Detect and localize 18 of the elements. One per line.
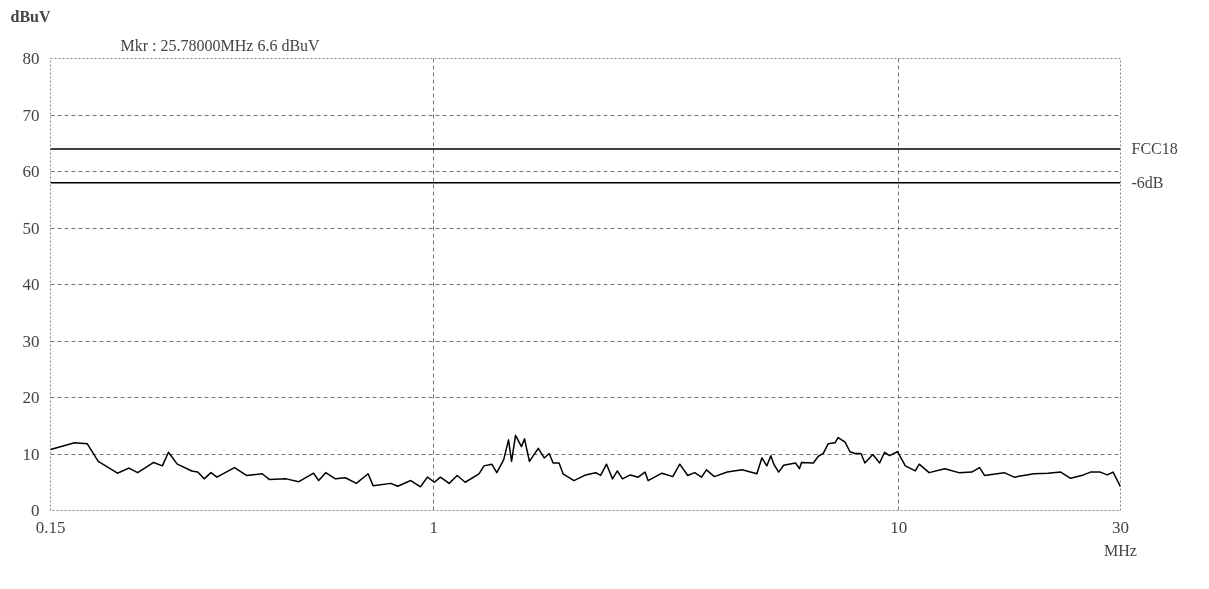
- y-tick-label: 50: [22, 218, 40, 238]
- y-tick-label: 30: [22, 331, 40, 351]
- ref-line-label: FCC18: [1131, 140, 1178, 158]
- x-tick-label: 1: [429, 517, 438, 537]
- x-tick-label: 30: [1112, 517, 1129, 537]
- y-tick-label: 80: [22, 49, 40, 68]
- x-tick-label: 0.15: [35, 517, 66, 537]
- x-axis-title: MHz: [1104, 541, 1137, 559]
- y-tick-label: 0: [31, 501, 40, 520]
- x-tick-label: 10: [890, 517, 908, 537]
- y-tick-label: 10: [22, 444, 40, 464]
- y-axis-title: dBuV: [10, 7, 51, 25]
- y-tick-label: 60: [22, 162, 40, 181]
- text: Mkr : 25.78000MHz 6.6 dBuV: [120, 36, 321, 54]
- y-tick-label: 40: [22, 275, 40, 294]
- ref-line-label: -6dB: [1131, 174, 1164, 192]
- y-tick-label: 70: [22, 105, 40, 125]
- y-tick-label: 20: [22, 388, 40, 407]
